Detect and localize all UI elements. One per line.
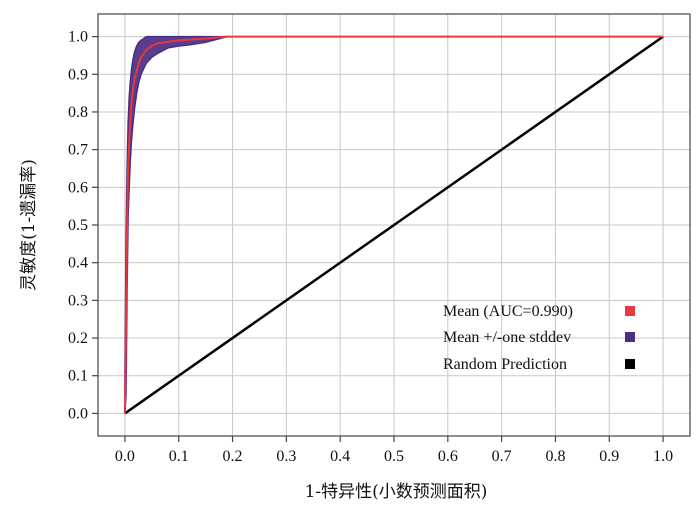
x-tick-label: 0.3	[276, 448, 296, 465]
legend-label: Mean (AUC=0.990)	[443, 303, 573, 320]
x-tick-label: 0.6	[438, 448, 458, 465]
y-tick-label: 0.3	[68, 292, 88, 309]
y-tick-label: 0.5	[68, 217, 88, 234]
y-tick-label: 0.4	[68, 255, 88, 272]
series-lines	[123, 35, 664, 415]
x-tick-label: 0.8	[545, 448, 565, 465]
legend: Mean (AUC=0.990) Mean +/-one stddev Random…	[443, 303, 635, 373]
y-tick-label: 0.8	[68, 104, 88, 121]
y-tick-label: 0.0	[68, 405, 88, 422]
y-tick-label: 0.6	[68, 179, 88, 196]
x-tick-label: 0.1	[169, 448, 189, 465]
x-tick-label: 1.0	[653, 448, 673, 465]
legend-label: Random Prediction	[443, 356, 567, 373]
x-tick-label: 0.5	[384, 448, 404, 465]
x-tick-label: 0.4	[330, 448, 350, 465]
y-tick-label: 0.9	[68, 66, 88, 83]
x-tick-label: 0.9	[599, 448, 619, 465]
x-tick-label: 0.7	[492, 448, 512, 465]
legend-swatch	[625, 359, 635, 369]
axis-ticks: 0.0 0.1 0.2 0.3 0.4 0.5 0.6 0.7 0.8 0.9 1.0 0.0 0.1 0…	[68, 29, 673, 465]
x-tick-label: 0.0	[115, 448, 135, 465]
y-tick-label: 0.7	[68, 142, 88, 159]
y-tick-label: 0.2	[68, 330, 88, 347]
y-axis-title: 灵敏度(1-遗漏率)	[19, 159, 39, 291]
legend-label: Mean +/-one stddev	[443, 329, 571, 346]
x-axis-title: 1-特异性(小数预测面积)	[305, 482, 488, 502]
mean-roc-line	[123, 35, 664, 414]
random-prediction-line	[124, 35, 664, 415]
x-tick-label: 0.2	[223, 448, 243, 465]
y-tick-label: 0.1	[68, 368, 88, 385]
legend-swatch	[625, 332, 635, 342]
y-tick-label: 1.0	[68, 29, 88, 46]
legend-swatch	[625, 306, 635, 316]
